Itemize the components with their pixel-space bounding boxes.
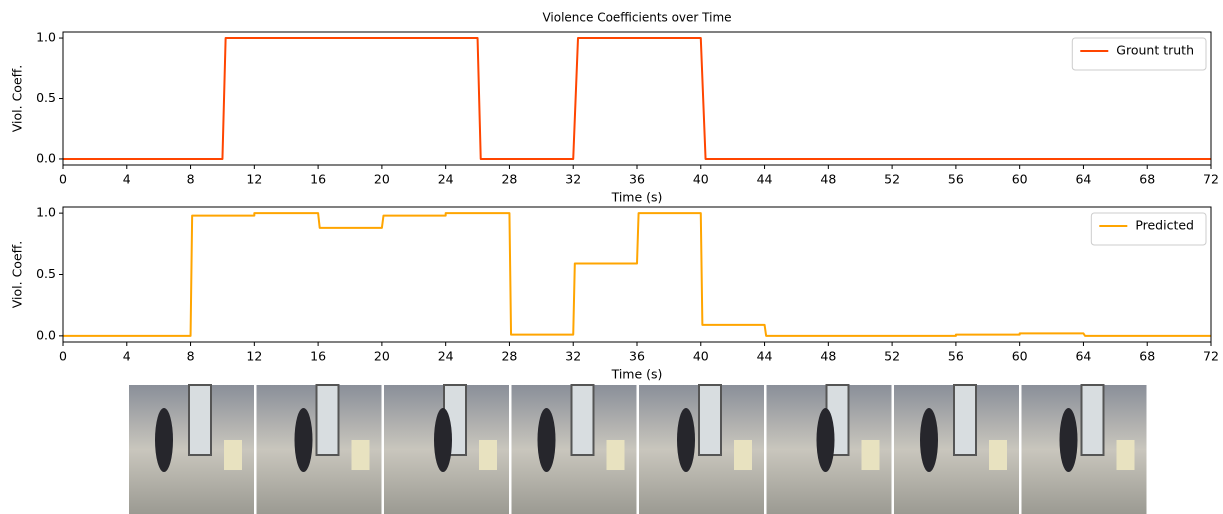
- x-tick-label: 52: [884, 172, 900, 187]
- legend-box: [1090, 212, 1207, 246]
- x-tick-label: 32: [565, 172, 581, 187]
- frame-person: [537, 408, 556, 472]
- frame-door: [188, 384, 212, 456]
- x-tick-label: 64: [1075, 172, 1091, 187]
- frame-person: [677, 408, 695, 472]
- chart-title: Violence Coefficients over Time: [542, 11, 731, 25]
- y-axis-label: Viol. Coeff.: [10, 241, 25, 308]
- x-tick-label: 56: [948, 349, 964, 364]
- frame-door: [953, 384, 977, 456]
- x-tick-label: 44: [757, 349, 773, 364]
- x-tick-label: 40: [693, 349, 709, 364]
- x-tick-label: 68: [1139, 349, 1155, 364]
- frame-person: [1059, 408, 1078, 472]
- x-tick-label: 28: [501, 172, 517, 187]
- x-tick-label: 48: [820, 349, 836, 364]
- x-tick-label: 72: [1203, 349, 1219, 364]
- plot-frame: [62, 31, 1212, 166]
- legend-label: Predicted: [1135, 218, 1194, 233]
- frame-chair: [989, 440, 1007, 470]
- x-tick-label: 28: [501, 349, 517, 364]
- x-tick-label: 12: [246, 349, 262, 364]
- series-line: [63, 212, 1211, 337]
- frame-chair: [351, 440, 370, 470]
- frame-person: [155, 408, 173, 472]
- frame-door: [1080, 384, 1105, 456]
- x-axis-label: Time (s): [611, 367, 663, 382]
- x-tick-label: 52: [884, 349, 900, 364]
- x-tick-label: 16: [310, 349, 326, 364]
- y-tick-label: 1.0: [36, 30, 56, 45]
- x-tick-label: 8: [187, 349, 195, 364]
- frame-chair: [1116, 440, 1135, 470]
- x-tick-label: 24: [438, 172, 454, 187]
- x-tick-label: 20: [374, 349, 390, 364]
- x-tick-label: 4: [123, 172, 131, 187]
- frame-person: [434, 408, 452, 472]
- x-tick-label: 40: [693, 172, 709, 187]
- frame-chair: [861, 440, 880, 470]
- plot-frame: [62, 206, 1212, 343]
- legend-label: Grount truth: [1116, 43, 1194, 58]
- x-tick-label: 24: [438, 349, 454, 364]
- frame-person: [920, 408, 938, 472]
- y-tick-label: 0.5: [36, 266, 56, 281]
- y-tick-label: 0.0: [36, 150, 56, 165]
- x-tick-label: 0: [59, 349, 67, 364]
- frame-door: [315, 384, 340, 456]
- y-tick-label: 1.0: [36, 205, 56, 220]
- video-frames: [129, 384, 1147, 514]
- frame-person: [294, 408, 313, 472]
- frame-chair: [606, 440, 625, 470]
- frame-chair: [734, 440, 752, 470]
- frame-door: [698, 384, 722, 456]
- y-axis-label: Viol. Coeff.: [10, 65, 25, 132]
- x-tick-label: 36: [629, 172, 645, 187]
- series-line: [63, 37, 1211, 160]
- x-tick-label: 36: [629, 349, 645, 364]
- x-tick-label: 12: [246, 172, 262, 187]
- y-tick-label: 0.0: [36, 327, 56, 342]
- frame-chair: [479, 440, 497, 470]
- x-tick-label: 60: [1012, 172, 1028, 187]
- x-tick-label: 72: [1203, 172, 1219, 187]
- x-tick-label: 56: [948, 172, 964, 187]
- legend: Predicted: [1090, 212, 1207, 246]
- frame-person: [816, 408, 835, 472]
- x-tick-label: 16: [310, 172, 326, 187]
- x-tick-label: 4: [123, 349, 131, 364]
- x-tick-label: 68: [1139, 172, 1155, 187]
- legend: Grount truth: [1071, 37, 1207, 71]
- x-tick-label: 64: [1075, 349, 1091, 364]
- x-tick-label: 8: [187, 172, 195, 187]
- frame-door: [570, 384, 595, 456]
- legend-box: [1071, 37, 1207, 71]
- y-tick-label: 0.5: [36, 90, 56, 105]
- x-tick-label: 44: [757, 172, 773, 187]
- x-tick-label: 48: [820, 172, 836, 187]
- frame-chair: [224, 440, 242, 470]
- x-tick-label: 0: [59, 172, 67, 187]
- x-axis-label: Time (s): [611, 190, 663, 205]
- x-tick-label: 20: [374, 172, 390, 187]
- x-tick-label: 60: [1012, 349, 1028, 364]
- x-tick-label: 32: [565, 349, 581, 364]
